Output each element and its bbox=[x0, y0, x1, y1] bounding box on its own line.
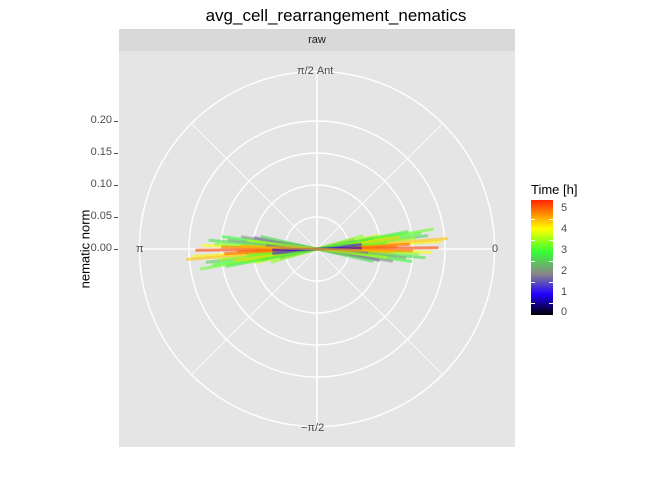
facet-label: raw bbox=[308, 34, 326, 46]
y-tick-0: 0.00 bbox=[90, 242, 112, 254]
grid-ring bbox=[138, 70, 496, 428]
legend-tick-1: 1 bbox=[561, 286, 568, 298]
angle-label-left: π bbox=[136, 243, 144, 255]
facet-strip: raw bbox=[119, 29, 515, 51]
legend-tick-3: 3 bbox=[561, 244, 568, 256]
angle-label-top: π/2 Ant bbox=[297, 65, 334, 77]
angle-label-right: 0 bbox=[492, 243, 499, 255]
grid-ring bbox=[188, 120, 446, 378]
legend-tick-5: 5 bbox=[561, 202, 568, 214]
y-tick-mark bbox=[114, 121, 118, 122]
y-tick-mark bbox=[114, 153, 118, 154]
legend-tick-4: 4 bbox=[561, 223, 568, 235]
grid-spoke bbox=[316, 248, 443, 375]
grid-spoke bbox=[191, 123, 318, 250]
grid-spoke bbox=[316, 123, 443, 250]
y-tick-mark bbox=[114, 185, 118, 186]
legend-tick-0: 0 bbox=[561, 306, 568, 318]
y-tick-4: 0.20 bbox=[90, 114, 112, 126]
y-tick-2: 0.10 bbox=[90, 178, 112, 190]
y-tick-mark bbox=[114, 249, 118, 250]
chart-title: avg_cell_rearrangement_nematics bbox=[205, 6, 467, 25]
grid-spoke bbox=[191, 248, 318, 375]
legend-colorbar bbox=[531, 200, 553, 315]
y-tick-3: 0.15 bbox=[90, 146, 112, 158]
y-tick-mark bbox=[114, 217, 118, 218]
nematic-segment bbox=[240, 244, 394, 254]
y-tick-1: 0.05 bbox=[90, 210, 112, 222]
nematic-segments bbox=[186, 227, 448, 271]
angle-label-bottom: −π/2 bbox=[301, 422, 325, 434]
legend-title: Time [h] bbox=[531, 182, 578, 197]
legend-tick-2: 2 bbox=[561, 265, 568, 277]
